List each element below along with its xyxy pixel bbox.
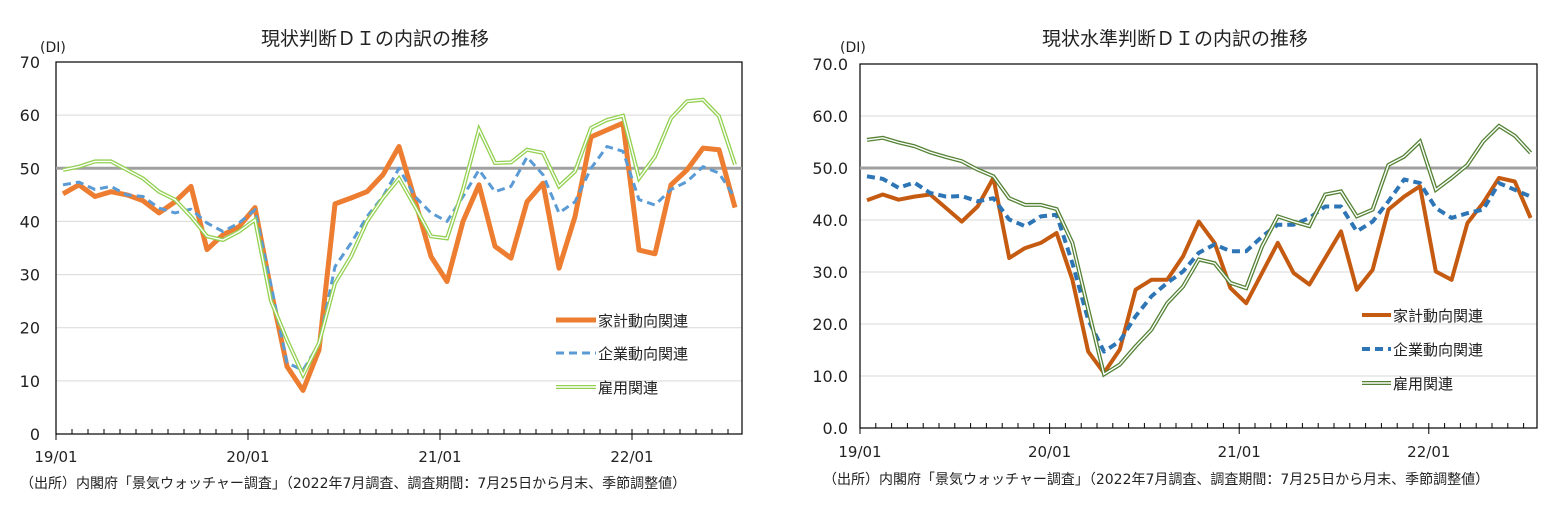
y-tick-label: 70: [20, 53, 40, 72]
y-tick-label: 50: [20, 159, 40, 178]
series-3: [62, 97, 737, 380]
legend-label: 雇用関連: [1393, 375, 1453, 393]
y-tick-label: 40.0: [812, 211, 848, 230]
x-tick-label: 20/01: [226, 448, 269, 466]
y-tick-label: 10.0: [812, 367, 848, 386]
legend-label: 家計動向関連: [1393, 307, 1483, 325]
y-tick-label: 10: [20, 372, 40, 391]
legend-item-3: 雇用関連: [1362, 375, 1453, 393]
chart-2: 現状水準判断ＤＩの内訳の推移 (DI) 0.0 10.0 20.0 30.0 40.0 50.…: [812, 28, 1538, 488]
y-tick-label: 70.0: [812, 55, 848, 74]
series-line-outer: [62, 97, 737, 380]
source-note: （出所）内閣府「景気ウォッチャー調査」（2022年7月調査、調査期間：7月25日…: [823, 471, 1489, 488]
series-2: [866, 174, 1532, 354]
series-line-inner: [866, 125, 1532, 376]
x-tick-label: 22/01: [1407, 443, 1450, 461]
series-line: [866, 174, 1532, 354]
y-tick-label: 20.0: [812, 315, 848, 334]
legend-item-3: 雇用関連: [556, 379, 658, 397]
legend-item-2: 企業動向関連: [1362, 341, 1483, 359]
series-2: [62, 145, 737, 372]
y-tick-label: 50.0: [812, 159, 848, 178]
series-3: [866, 123, 1533, 378]
x-tick-label: 19/01: [34, 448, 77, 466]
plot-area-border: [859, 63, 1538, 429]
legend-label: 企業動向関連: [1393, 341, 1483, 359]
x-tick-label: 21/01: [418, 448, 461, 466]
series-line: [866, 175, 1533, 375]
y-tick-label: 30.0: [812, 263, 848, 282]
legend-item-1: 家計動向関連: [556, 312, 688, 330]
plot-area-border: [55, 61, 743, 435]
source-note: （出所）内閣府「景気ウォッチャー調査」（2022年7月調査、調査期間：7月25日…: [20, 475, 686, 492]
y-tick-label: 0.0: [823, 419, 848, 438]
y-axis-unit-label: (DI): [840, 40, 866, 56]
chart-1: 現状判断ＤＩの内訳の推移 (DI) 0 10 20 30 40 50 60 70 19/01 20/0…: [20, 28, 743, 492]
y-tick-label: 60: [20, 106, 40, 125]
chart-title: 現状判断ＤＩの内訳の推移: [261, 28, 489, 50]
x-tick-label: 22/01: [610, 448, 653, 466]
legend-label: 家計動向関連: [598, 312, 688, 330]
y-tick-label: 30: [20, 266, 40, 285]
legend-item-2: 企業動向関連: [556, 345, 688, 363]
y-tick-label: 60.0: [812, 107, 848, 126]
legend-label: 雇用関連: [598, 379, 658, 397]
y-tick-label: 40: [20, 212, 40, 231]
series-line: [62, 145, 737, 372]
y-axis-unit-label: (DI): [40, 40, 66, 56]
legend-label: 企業動向関連: [598, 345, 688, 363]
x-tick-label: 20/01: [1028, 443, 1071, 461]
y-tick-label: 20: [20, 319, 40, 338]
x-tick-label: 19/01: [838, 443, 881, 461]
series-1: [866, 175, 1533, 375]
chart-title: 現状水準判断ＤＩの内訳の推移: [1042, 28, 1308, 50]
legend-item-1: 家計動向関連: [1362, 307, 1483, 325]
x-tick-label: 21/01: [1218, 443, 1261, 461]
series-line-inner: [62, 98, 736, 377]
y-tick-label: 0: [30, 425, 40, 444]
